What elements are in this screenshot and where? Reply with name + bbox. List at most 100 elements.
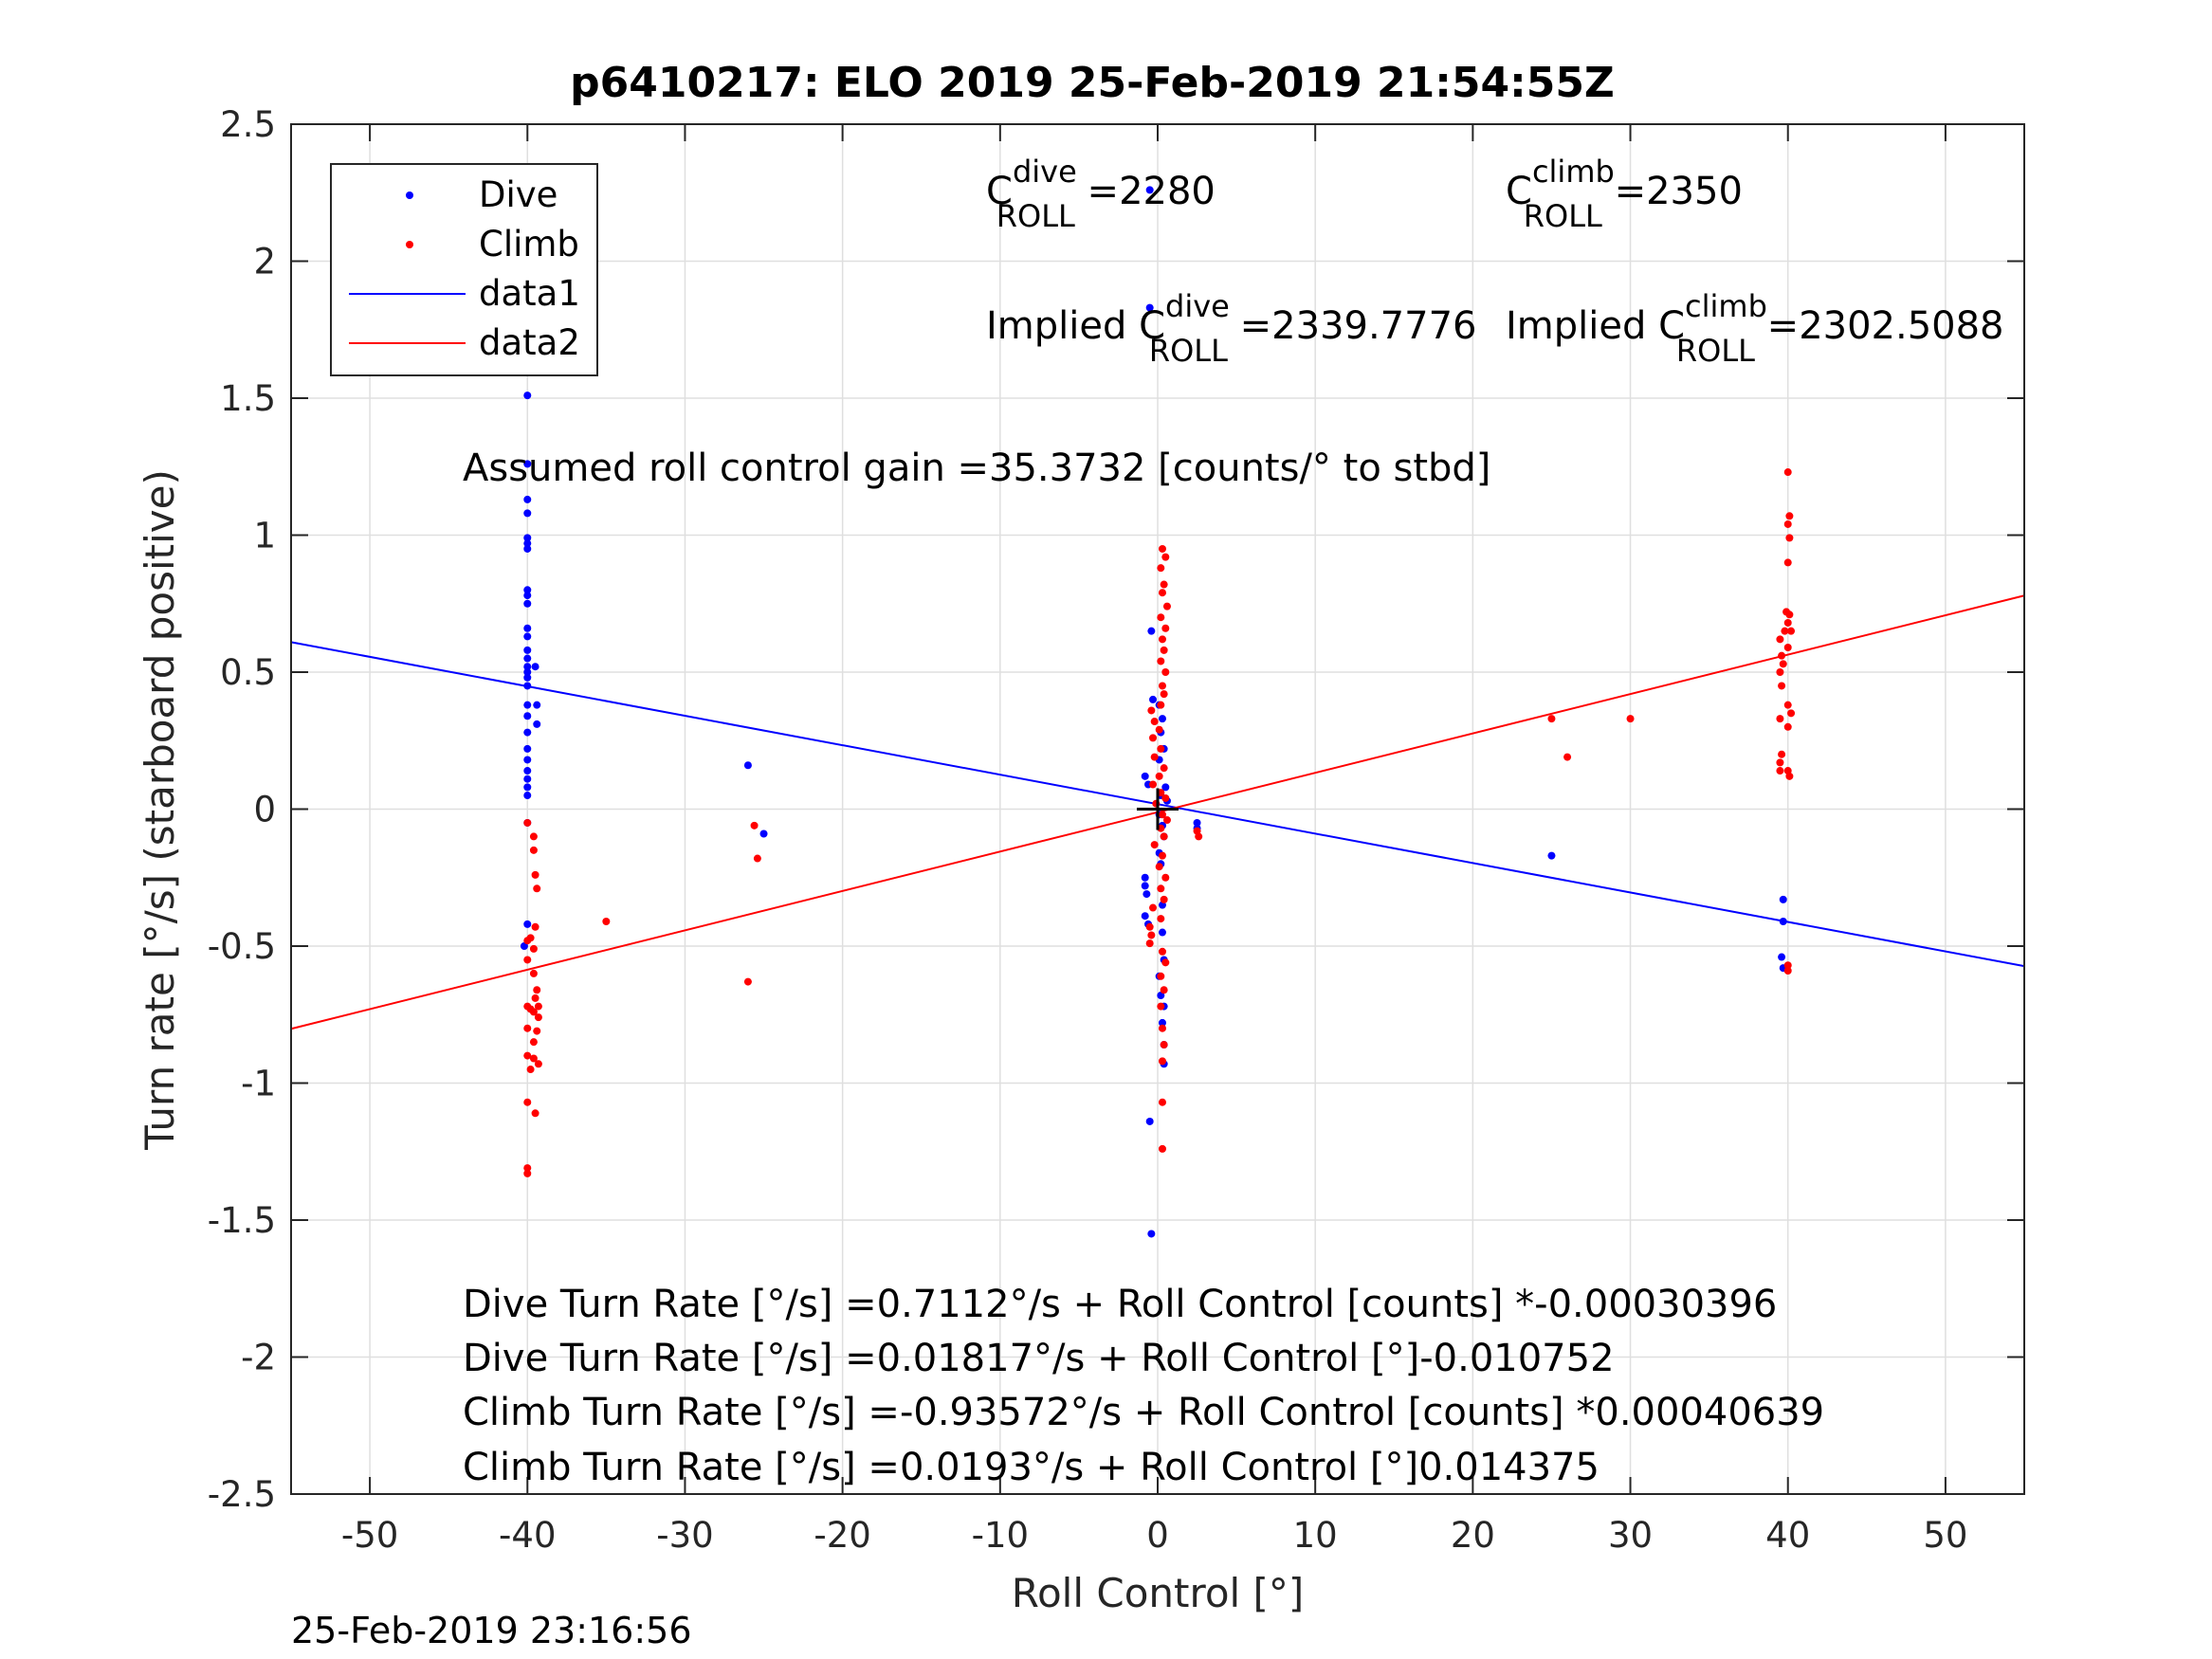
x-tick-label: -10 [972, 1515, 1029, 1556]
point-dive [1193, 818, 1201, 827]
origin-marker [1137, 788, 1179, 830]
point-climb [1783, 618, 1792, 627]
point-dive [1158, 1018, 1166, 1027]
point-climb [1160, 690, 1168, 699]
point-climb [1158, 1144, 1166, 1153]
point-dive [523, 701, 532, 709]
implied-c-roll-climb-annotation: Implied Cclimb ROLL =2302.5088 [1506, 288, 2004, 369]
x-tick-label: -50 [341, 1515, 398, 1556]
point-dive [1157, 992, 1165, 1000]
scatter-points [520, 186, 1796, 1238]
point-climb [531, 1109, 539, 1118]
point-climb [1157, 613, 1165, 622]
point-dive [1147, 627, 1156, 635]
legend-climb-marker [406, 241, 413, 248]
x-tick-label: -30 [656, 1515, 713, 1556]
point-climb [1783, 468, 1792, 477]
point-dive [1161, 783, 1170, 792]
point-dive [523, 460, 532, 468]
point-climb [523, 818, 532, 827]
roll-gain-annotation: Assumed roll control gain =35.3732 [coun… [463, 447, 1490, 490]
point-climb [1161, 668, 1170, 676]
point-dive [1547, 851, 1556, 860]
point-climb [531, 870, 539, 879]
point-climb [1145, 939, 1154, 948]
point-dive [523, 792, 532, 800]
x-tick-label: 50 [1923, 1515, 1967, 1556]
y-tick-label: 2.5 [220, 104, 276, 145]
point-climb [1161, 793, 1170, 802]
legend-dive-label: Dive [479, 174, 558, 215]
point-climb [1158, 682, 1166, 690]
point-climb [1776, 715, 1784, 723]
point-climb [1778, 651, 1786, 660]
point-climb [750, 821, 759, 830]
point-dive [1141, 873, 1149, 882]
point-dive [523, 783, 532, 792]
y-tick-label: -1 [241, 1064, 276, 1104]
y-tick-label: 0.5 [220, 652, 276, 693]
legend-dive-marker [406, 191, 413, 199]
point-climb [1776, 668, 1784, 676]
point-climb [1158, 1024, 1166, 1032]
point-dive [531, 663, 539, 671]
point-dive [523, 509, 532, 518]
point-climb [1547, 715, 1556, 723]
y-tick-label: -2 [241, 1338, 276, 1378]
point-climb [529, 1054, 538, 1063]
legend[interactable]: Dive Climb data1 data2 [330, 163, 598, 376]
point-climb [1160, 832, 1168, 841]
point-climb [1157, 915, 1165, 923]
point-climb [1563, 753, 1572, 761]
y-tick-labels: -2.5 -2 -1.5 -1 -0.5 0 0.5 1 1.5 2 2.5 [208, 104, 276, 1515]
point-dive [523, 534, 532, 542]
point-climb [1158, 811, 1166, 819]
point-climb [1157, 701, 1165, 709]
point-climb [1157, 564, 1165, 573]
point-climb [533, 1027, 541, 1035]
point-climb [1778, 682, 1786, 690]
point-climb [534, 1013, 542, 1022]
point-climb [533, 884, 541, 893]
point-dive [1143, 890, 1151, 899]
point-dive [523, 586, 532, 594]
point-climb [1783, 558, 1792, 567]
point-climb [1783, 643, 1792, 651]
point-climb [743, 977, 752, 986]
point-climb [1787, 627, 1796, 635]
x-tick-label: 20 [1451, 1515, 1495, 1556]
point-climb [529, 846, 538, 854]
point-dive [523, 632, 532, 641]
y-tick-label: 1.5 [220, 378, 276, 419]
point-climb [1160, 580, 1168, 589]
point-dive [1145, 303, 1154, 312]
point-climb [602, 917, 611, 925]
y-tick-label: 2 [253, 242, 276, 283]
point-dive [759, 830, 768, 838]
point-climb [1785, 772, 1794, 780]
point-climb [523, 1169, 532, 1177]
equation-line-3: Climb Turn Rate [°/s] =-0.93572°/s + Rol… [463, 1391, 1824, 1434]
point-climb [1787, 709, 1796, 718]
point-climb [523, 1051, 532, 1060]
point-dive [523, 392, 532, 400]
point-dive [523, 646, 532, 654]
point-climb [1158, 635, 1166, 644]
point-climb [523, 1164, 532, 1173]
point-climb [1781, 627, 1789, 635]
legend-data2-label: data2 [479, 322, 580, 363]
point-climb [1158, 851, 1166, 860]
point-dive [523, 495, 532, 503]
point-climb [1785, 611, 1794, 619]
point-dive [1141, 912, 1149, 921]
point-climb [1785, 534, 1794, 542]
x-tick-labels: -50 -40 -30 -20 -10 0 10 20 30 40 50 [341, 1515, 1968, 1556]
point-dive [523, 767, 532, 775]
point-climb [1783, 967, 1792, 975]
x-tick-label: -40 [499, 1515, 556, 1556]
point-dive [533, 701, 541, 709]
point-dive [523, 920, 532, 928]
point-dive [523, 599, 532, 608]
point-climb [523, 1024, 532, 1032]
point-climb [1161, 958, 1170, 967]
